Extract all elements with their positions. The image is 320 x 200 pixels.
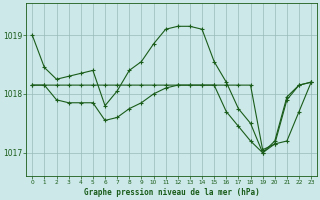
X-axis label: Graphe pression niveau de la mer (hPa): Graphe pression niveau de la mer (hPa) [84,188,260,197]
